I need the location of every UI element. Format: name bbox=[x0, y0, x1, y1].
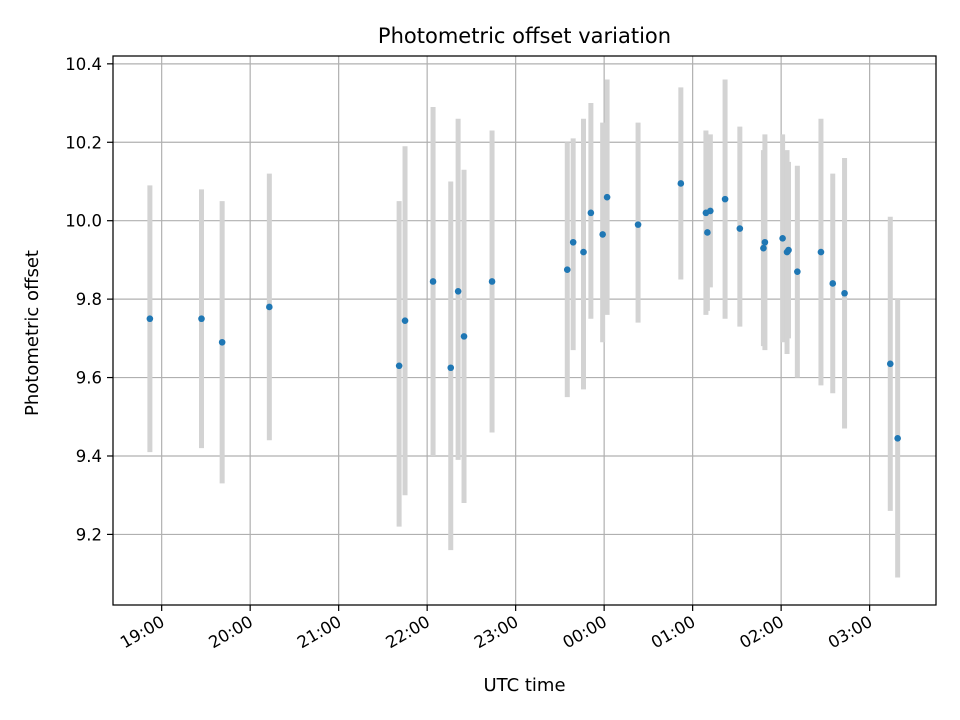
data-point bbox=[266, 303, 273, 311]
y-tick-label: 9.8 bbox=[76, 290, 102, 309]
y-tick-label: 9.4 bbox=[76, 447, 102, 466]
data-point bbox=[761, 238, 769, 246]
data-point bbox=[454, 287, 462, 295]
data-point bbox=[563, 266, 571, 274]
y-axis-ticks: 9.2 9.4 9.6 9.8 10.0 10.2 10.4 bbox=[65, 55, 113, 544]
data-point bbox=[817, 248, 825, 256]
x-tick-label: 02:00 bbox=[736, 612, 787, 652]
errorbars bbox=[147, 79, 901, 578]
data-point bbox=[580, 248, 587, 256]
data-point bbox=[721, 195, 729, 203]
grid bbox=[113, 56, 936, 605]
chart-title: Photometric offset variation bbox=[378, 24, 671, 48]
data-point bbox=[198, 315, 205, 323]
x-tick-label: 21:00 bbox=[294, 612, 345, 652]
data-point bbox=[429, 278, 437, 285]
x-axis-ticks: 19:00 20:00 21:00 22:00 23:00 00:00 01:00 02:00… bbox=[117, 605, 876, 652]
data-point bbox=[760, 244, 767, 252]
data-point bbox=[794, 268, 801, 275]
data-point bbox=[218, 338, 226, 346]
x-tick-label: 01:00 bbox=[648, 612, 699, 652]
x-tick-label: 23:00 bbox=[471, 612, 522, 652]
data-point bbox=[603, 193, 611, 201]
y-tick-label: 9.2 bbox=[76, 525, 102, 544]
data-point bbox=[395, 362, 403, 370]
data-point bbox=[779, 235, 786, 242]
x-tick-label: 19:00 bbox=[117, 612, 168, 652]
data-point bbox=[841, 289, 848, 297]
data-point bbox=[886, 360, 894, 368]
y-tick-label: 10.2 bbox=[65, 133, 102, 152]
x-tick-label: 03:00 bbox=[825, 612, 876, 652]
y-axis-label: Photometric offset bbox=[22, 250, 43, 416]
data-point bbox=[736, 225, 744, 232]
x-axis-label: UTC time bbox=[483, 675, 565, 696]
data-point bbox=[488, 278, 496, 285]
data-point bbox=[447, 364, 455, 372]
data-point bbox=[704, 229, 711, 236]
y-tick-label: 10.4 bbox=[65, 55, 102, 74]
y-tick-label: 10.0 bbox=[65, 212, 102, 231]
data-point bbox=[634, 221, 642, 228]
data-point bbox=[829, 280, 837, 287]
data-point bbox=[707, 207, 714, 215]
data-point bbox=[146, 315, 154, 323]
data-point bbox=[785, 246, 792, 254]
data-points bbox=[146, 180, 901, 442]
x-tick-label: 00:00 bbox=[559, 612, 610, 652]
data-point bbox=[460, 333, 468, 340]
data-point bbox=[599, 231, 606, 238]
plot-frame bbox=[112, 55, 937, 606]
data-point bbox=[569, 238, 577, 246]
data-point bbox=[894, 435, 901, 442]
y-tick-label: 9.6 bbox=[76, 369, 102, 388]
data-point bbox=[401, 317, 409, 324]
data-point bbox=[677, 180, 685, 187]
x-tick-label: 20:00 bbox=[205, 612, 256, 652]
x-tick-label: 22:00 bbox=[382, 612, 433, 652]
data-point bbox=[587, 209, 595, 217]
